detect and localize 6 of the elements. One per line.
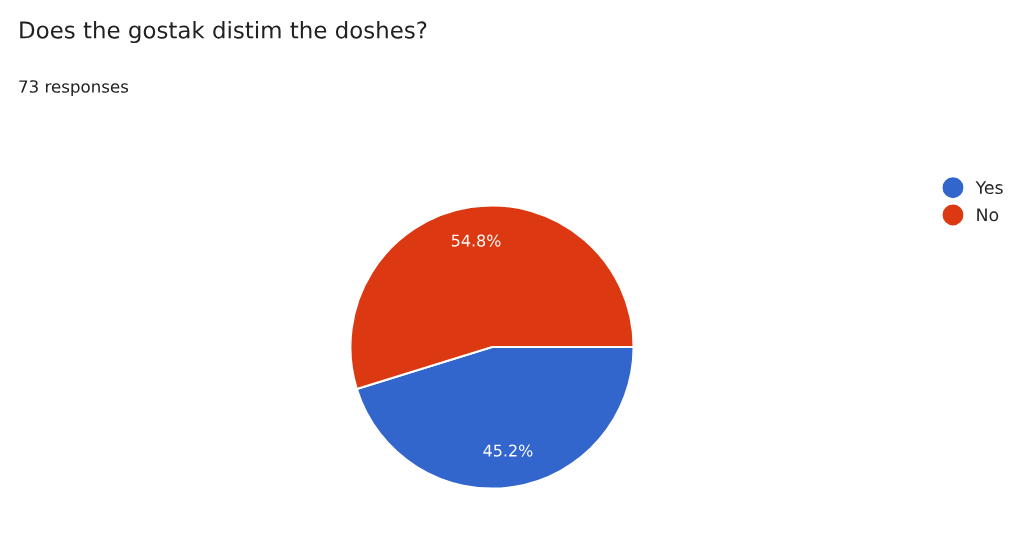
chart-title: Does the gostak distim the doshes? <box>20 20 427 44</box>
legend-label: Yes <box>975 181 1003 195</box>
data-label: 54.8% <box>451 234 501 247</box>
legend-label: No <box>977 208 999 222</box>
text: 73 responses <box>19 80 129 97</box>
data-label: 45.2% <box>483 444 533 457</box>
